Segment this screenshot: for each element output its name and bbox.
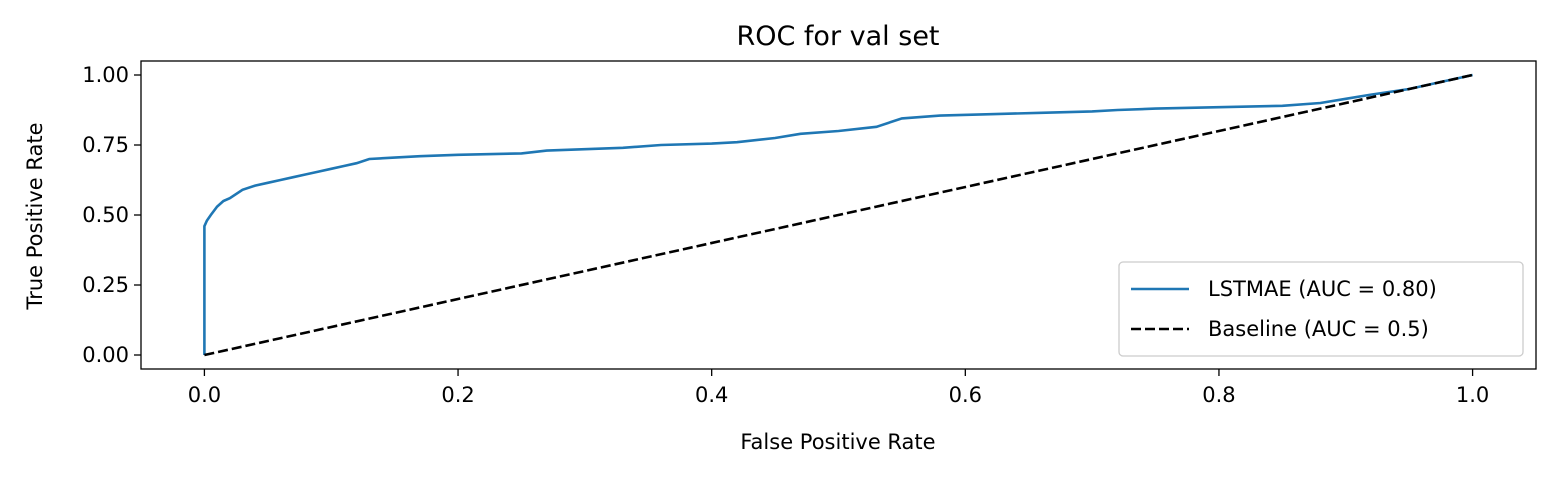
y-tick-label: 0.75	[82, 133, 129, 157]
roc-curve-line	[203, 73, 1473, 355]
legend-label: LSTMAE (AUC = 0.80)	[1208, 277, 1437, 301]
baseline-line	[204, 73, 1473, 357]
x-tick-label: 0.4	[695, 383, 728, 407]
x-tick-label: 0.2	[441, 383, 474, 407]
y-tick-label: 1.00	[82, 63, 129, 87]
y-axis: 0.00 0.25 0.50 0.75 1.00	[82, 63, 141, 367]
y-tick-label: 0.00	[82, 343, 129, 367]
y-axis-label: True Positive Rate	[23, 122, 47, 310]
y-tick-label: 0.50	[82, 203, 129, 227]
chart-title: ROC for val set	[736, 21, 939, 52]
x-tick-label: 0.0	[188, 383, 221, 407]
legend-label: Baseline (AUC = 0.5)	[1208, 317, 1429, 341]
legend-box	[1118, 261, 1524, 357]
x-axis: 0.0 0.2 0.4 0.6 0.8 1.0	[188, 369, 1489, 407]
x-tick-label: 1.0	[1456, 383, 1489, 407]
legend: LSTMAE (AUC = 0.80) Baseline (AUC = 0.5)	[1118, 261, 1524, 357]
x-axis-label: False Positive Rate	[740, 430, 935, 454]
x-tick-label: 0.6	[949, 383, 982, 407]
y-tick-label: 0.25	[82, 273, 129, 297]
x-tick-label: 0.8	[1202, 383, 1235, 407]
